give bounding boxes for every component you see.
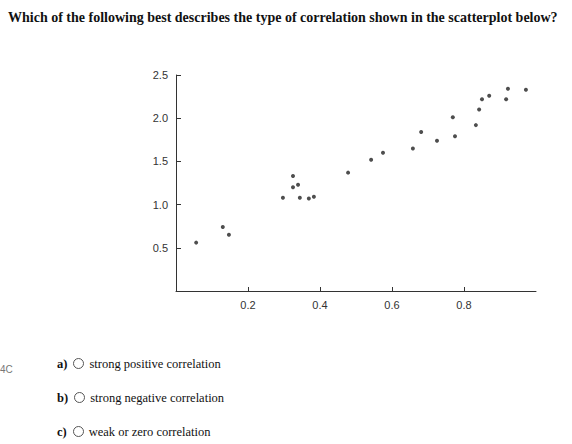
svg-text:0.5: 0.5 [153, 242, 168, 254]
svg-text:0.6: 0.6 [384, 299, 399, 311]
svg-text:2.5: 2.5 [153, 69, 168, 81]
svg-text:0.2: 0.2 [240, 299, 255, 311]
html-text:Which of the following best de: Which of the following best describes th… [8, 10, 558, 25]
html-text:strong positive correlation: strong positive correlation [89, 357, 221, 371]
svg-text:1.0: 1.0 [153, 199, 168, 211]
html-text:weak or zero correlation: weak or zero correlation [88, 425, 211, 439]
html-text:c): c) [57, 425, 67, 439]
html-text:a): a) [57, 357, 68, 371]
svg-text:2.0: 2.0 [153, 112, 168, 124]
html-text:strong negative correlation: strong negative correlation [90, 391, 225, 405]
svg-text:1.5: 1.5 [153, 155, 168, 167]
svg-text:0.8: 0.8 [456, 299, 471, 311]
html-text:b): b) [57, 391, 69, 405]
html-text:4C: 4C [0, 364, 13, 375]
svg-text:0.4: 0.4 [312, 299, 327, 311]
